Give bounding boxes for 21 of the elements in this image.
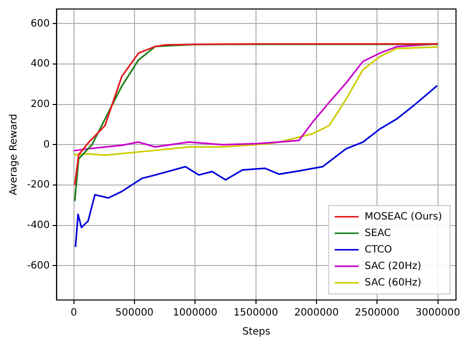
legend-label: MOSEAC (Ours) bbox=[364, 211, 442, 222]
legend-label: SAC (20Hz) bbox=[364, 260, 422, 272]
y-axis-title: Average Reward bbox=[8, 114, 20, 196]
y-tick-label: 600 bbox=[30, 18, 50, 30]
x-tick-label: 2000000 bbox=[294, 308, 339, 319]
x-axis-title: Steps bbox=[242, 326, 270, 338]
x-tick-label: 1500000 bbox=[234, 308, 278, 319]
x-tick-label: 500000 bbox=[115, 308, 154, 319]
x-tick-label: 2500000 bbox=[354, 308, 400, 319]
legend-label: SAC (60Hz) bbox=[364, 277, 422, 288]
x-tick-label: 0 bbox=[70, 308, 77, 319]
y-tick-label: 400 bbox=[30, 58, 50, 70]
y-tick-label: 0 bbox=[43, 139, 50, 150]
x-tick-label: 3000000 bbox=[416, 308, 460, 319]
x-tick-label: 1000000 bbox=[172, 308, 218, 319]
legend-label: CTCO bbox=[364, 244, 392, 256]
y-tick-label: 200 bbox=[30, 98, 50, 110]
y-tick-label: -200 bbox=[26, 180, 50, 191]
y-tick-label: -600 bbox=[26, 260, 50, 272]
y-tick-label: -400 bbox=[26, 220, 50, 231]
legend-label: SEAC bbox=[364, 228, 392, 239]
